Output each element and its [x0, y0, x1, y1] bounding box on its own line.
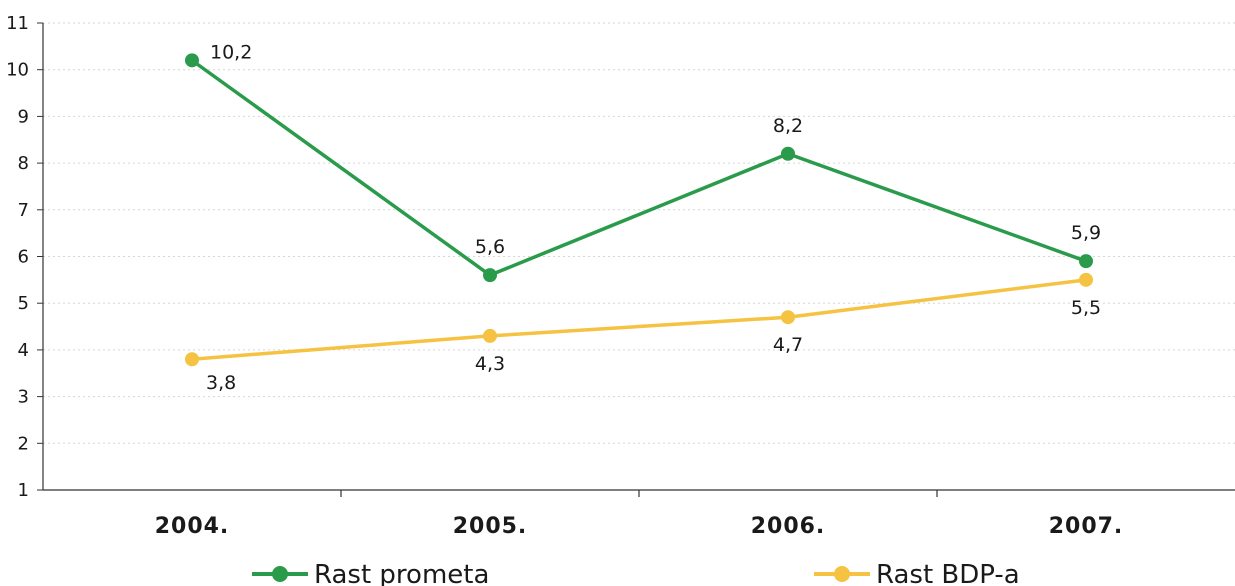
- grid-lines: [43, 22, 1235, 444]
- data-point: [1079, 254, 1093, 269]
- y-axis-ticks: 1 2 3 4 5 6 7 8 9 10 11: [6, 13, 43, 501]
- legend-swatch-marker: [834, 566, 850, 582]
- legend: Rast prometa Rast BDP-a: [252, 560, 1020, 586]
- data-point: [483, 328, 497, 343]
- legend-label: Rast prometa: [314, 560, 489, 586]
- y-tick-label: 5: [18, 293, 29, 314]
- data-point: [185, 352, 199, 367]
- series-line: [190, 58, 1087, 277]
- series-2: 3,8 4,3 4,7 5,5: [185, 272, 1101, 394]
- y-tick-label: 3: [18, 387, 29, 408]
- y-tick-label: 7: [18, 200, 29, 221]
- series-1: 10,2 5,6 8,2 5,9: [185, 41, 1101, 283]
- data-point: [781, 310, 795, 325]
- y-tick-label: 8: [18, 153, 29, 174]
- data-label: 8,2: [773, 115, 803, 137]
- y-tick-label: 4: [18, 340, 29, 361]
- data-point: [483, 268, 497, 283]
- legend-swatch-marker: [272, 566, 288, 582]
- series-group: 10,2 5,6 8,2 5,9 3,8 4,3 4,7 5,5: [185, 41, 1101, 394]
- data-label: 3,8: [206, 372, 236, 394]
- data-point: [1079, 272, 1093, 287]
- y-tick-label: 11: [6, 13, 29, 34]
- x-tick-label: 2005.: [453, 514, 528, 539]
- data-label: 5,6: [475, 236, 505, 258]
- legend-item-2: Rast BDP-a: [814, 560, 1020, 586]
- x-axis-ticks: 2004. 2005. 2006. 2007.: [155, 490, 1124, 539]
- y-tick-label: 6: [18, 247, 29, 268]
- data-label: 4,7: [773, 334, 803, 356]
- data-point: [781, 146, 795, 161]
- legend-item-1: Rast prometa: [252, 560, 489, 586]
- data-label: 4,3: [475, 353, 505, 375]
- y-tick-label: 10: [6, 60, 29, 81]
- x-tick-label: 2006.: [751, 514, 826, 539]
- y-tick-label: 1: [18, 480, 29, 501]
- y-tick-label: 9: [18, 106, 29, 127]
- legend-label: Rast BDP-a: [876, 560, 1020, 586]
- data-label: 5,9: [1071, 222, 1101, 244]
- data-label: 5,5: [1071, 297, 1101, 319]
- data-point: [185, 53, 199, 68]
- y-tick-label: 2: [18, 433, 29, 454]
- x-tick-label: 2004.: [155, 514, 230, 539]
- series-line: [191, 278, 1087, 361]
- x-tick-label: 2007.: [1049, 514, 1124, 539]
- data-label: 10,2: [210, 41, 252, 63]
